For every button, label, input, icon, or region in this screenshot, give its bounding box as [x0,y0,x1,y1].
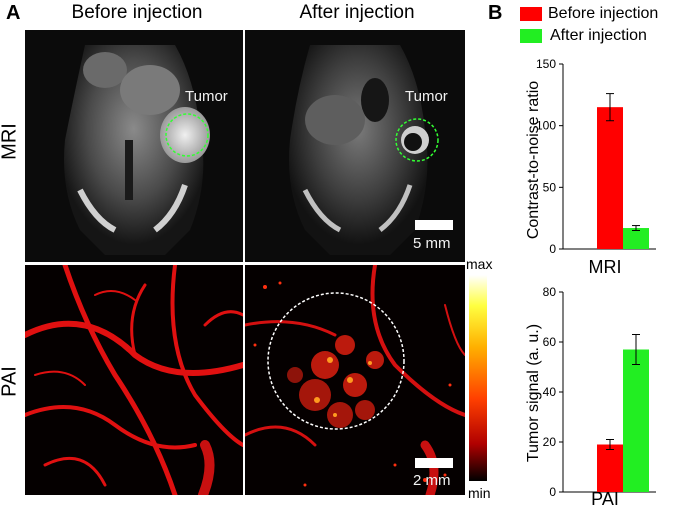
mri-ytick-label: 150 [536,57,556,71]
scale-bar-pai-label: 2 mm [413,472,451,489]
legend-item-before: Before injection [520,4,658,24]
pai-signal-chart: Tumor signal (a. u.) PAI 0 20 40 60 80 [525,285,656,509]
panel-label-a: A [6,2,21,24]
mri-cnr-chart: Contrast-to-noise ratio MRI 0 50 100 150 [525,57,656,277]
pai-bar-before [597,444,623,492]
mri-before-image: Tumor [25,30,243,262]
pai-after-image: 2 mm [245,265,465,495]
colorbar-max-label: max [466,256,493,272]
column-title-before: Before injection [71,2,203,23]
legend-item-after: After injection [520,24,658,48]
legend-swatch-before [520,7,542,21]
mri-bar-before [597,107,623,249]
pai-before-image [25,265,243,495]
pai-ytick-label: 0 [549,485,556,499]
legend: Before injection After injection [520,4,658,48]
row-label-mri: MRI [0,123,21,160]
mri-ytick-label: 50 [543,180,557,194]
mri-chart-ylabel: Contrast-to-noise ratio [525,81,542,239]
legend-label-after: After injection [550,27,647,44]
mri-ytick-label: 100 [536,119,556,133]
row-label-pai: PAI [0,366,21,397]
scale-bar-mri-label: 5 mm [413,235,451,252]
pai-chart-ylabel: Tumor signal (a. u.) [525,324,542,462]
mri-chart-xlabel: MRI [589,257,622,277]
mri-ytick-label: 0 [549,242,556,256]
tumor-label-after: Tumor [405,88,448,105]
pai-ytick-label: 20 [543,435,557,449]
panel-label-b: B [488,2,503,24]
legend-swatch-after [520,29,542,43]
pai-ytick-label: 60 [543,335,557,349]
pai-ytick-label: 40 [543,385,557,399]
tumor-label-before: Tumor [185,88,228,105]
column-title-after: After injection [299,2,415,23]
pai-chart-xlabel: PAI [591,489,619,509]
pai-bar-after [623,349,649,492]
colorbar [469,275,487,481]
legend-label-before: Before injection [548,5,659,22]
pai-ytick-label: 80 [543,285,557,299]
colorbar-min-label: min [468,485,491,501]
mri-after-image: Tumor 5 mm [245,30,465,262]
mri-bar-after [623,228,649,249]
